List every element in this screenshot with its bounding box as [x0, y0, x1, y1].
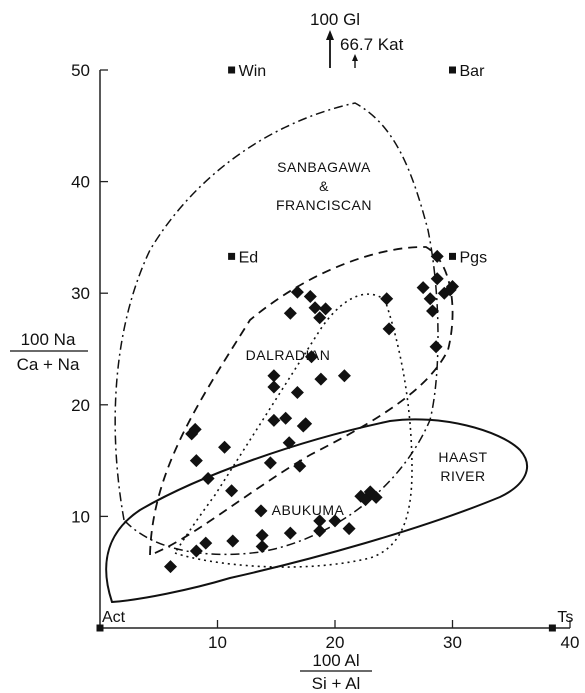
- kat-annotation: 66.7 Kat: [340, 35, 404, 54]
- data-point: [189, 454, 203, 468]
- x-axis-label-numerator: 100 Al: [312, 651, 359, 670]
- data-point: [283, 306, 297, 320]
- data-point: [446, 280, 459, 294]
- data-point: [293, 459, 307, 473]
- end-member-label: Bar: [460, 63, 486, 80]
- data-point: [313, 514, 327, 528]
- y-axis-label-denominator: Ca + Na: [17, 355, 80, 374]
- data-point: [430, 272, 444, 286]
- data-point: [283, 526, 297, 540]
- data-point: [380, 292, 394, 306]
- data-point: [369, 490, 383, 504]
- data-point: [282, 436, 296, 450]
- data-point: [255, 528, 269, 542]
- data-point: [225, 484, 239, 498]
- data-point: [342, 522, 356, 536]
- sanbagawa-label-line1: SANBAGAWA: [277, 159, 371, 175]
- y-tick-label: 40: [71, 173, 90, 192]
- data-points: [164, 249, 459, 574]
- data-point: [189, 544, 203, 558]
- abukuma-field: [173, 293, 413, 568]
- data-point: [426, 304, 440, 318]
- haast-river-field: [105, 418, 529, 604]
- x-tick-label: 30: [443, 633, 462, 652]
- x-tick-label: 20: [326, 633, 345, 652]
- sanbagawa-label-line3: FRANCISCAN: [276, 197, 372, 213]
- dalradian-label: DALRADIAN: [246, 347, 331, 363]
- data-point: [313, 524, 327, 538]
- data-point: [263, 456, 277, 470]
- haast-label-line1: HAAST: [438, 449, 487, 465]
- data-point: [290, 386, 304, 400]
- data-point: [308, 301, 322, 315]
- x-tick-label: 40: [561, 633, 580, 652]
- x-tick-label: 10: [208, 633, 227, 652]
- data-point: [254, 504, 268, 518]
- end-member-marker: [548, 624, 556, 632]
- data-point: [430, 249, 444, 263]
- end-member-marker: [228, 66, 236, 74]
- data-point: [267, 380, 281, 394]
- data-point: [299, 417, 313, 431]
- data-point: [226, 534, 240, 548]
- data-point: [290, 285, 304, 299]
- data-point: [382, 322, 396, 336]
- end-member-label: Pgs: [460, 249, 488, 266]
- gl-arrowhead: [326, 30, 334, 40]
- abukuma-label: ABUKUMA: [272, 502, 345, 518]
- data-point: [319, 302, 333, 316]
- data-point: [337, 369, 351, 383]
- y-axis-label-numerator: 100 Na: [21, 330, 76, 349]
- end-member-label: Win: [239, 63, 267, 80]
- data-point: [199, 536, 213, 550]
- tick-marks: 10 20 30 40 10 20 30 40 50: [71, 61, 579, 652]
- data-point: [188, 422, 202, 436]
- data-point: [416, 281, 430, 295]
- gl-annotation: 100 Gl: [310, 10, 360, 29]
- end-member-marker: [449, 66, 456, 74]
- y-tick-label: 20: [71, 396, 90, 415]
- data-point: [279, 411, 293, 425]
- x-axis-label-denominator: Si + Al: [312, 674, 361, 693]
- data-point: [429, 340, 443, 354]
- sanbagawa-label-line2: &: [319, 178, 329, 194]
- data-point: [267, 413, 281, 427]
- end-member-marker: [449, 252, 456, 260]
- data-point: [201, 471, 215, 485]
- end-member-label: Ed: [239, 249, 259, 266]
- data-point: [255, 540, 269, 554]
- dalradian-field: [149, 246, 454, 557]
- end-member-marker: [228, 252, 236, 260]
- end-members: Act Ts Win Bar Ed Pgs: [96, 63, 573, 632]
- data-point: [423, 292, 437, 306]
- kat-arrowhead: [352, 54, 358, 61]
- y-tick-label: 10: [71, 507, 90, 526]
- end-member-label: Ts: [557, 609, 573, 626]
- data-point: [303, 290, 317, 304]
- data-point: [328, 514, 342, 528]
- y-tick-label: 30: [71, 284, 90, 303]
- data-point: [267, 369, 281, 383]
- data-point: [218, 440, 232, 454]
- end-member-marker: [96, 624, 104, 632]
- data-point: [359, 493, 373, 507]
- sanbagawa-franciscan-field: [114, 102, 439, 556]
- data-point: [314, 372, 328, 386]
- haast-label-line2: RIVER: [440, 468, 485, 484]
- data-point: [313, 311, 327, 325]
- data-point: [164, 560, 177, 574]
- y-tick-label: 50: [71, 61, 90, 80]
- data-point: [305, 350, 318, 364]
- end-member-label: Act: [102, 609, 126, 626]
